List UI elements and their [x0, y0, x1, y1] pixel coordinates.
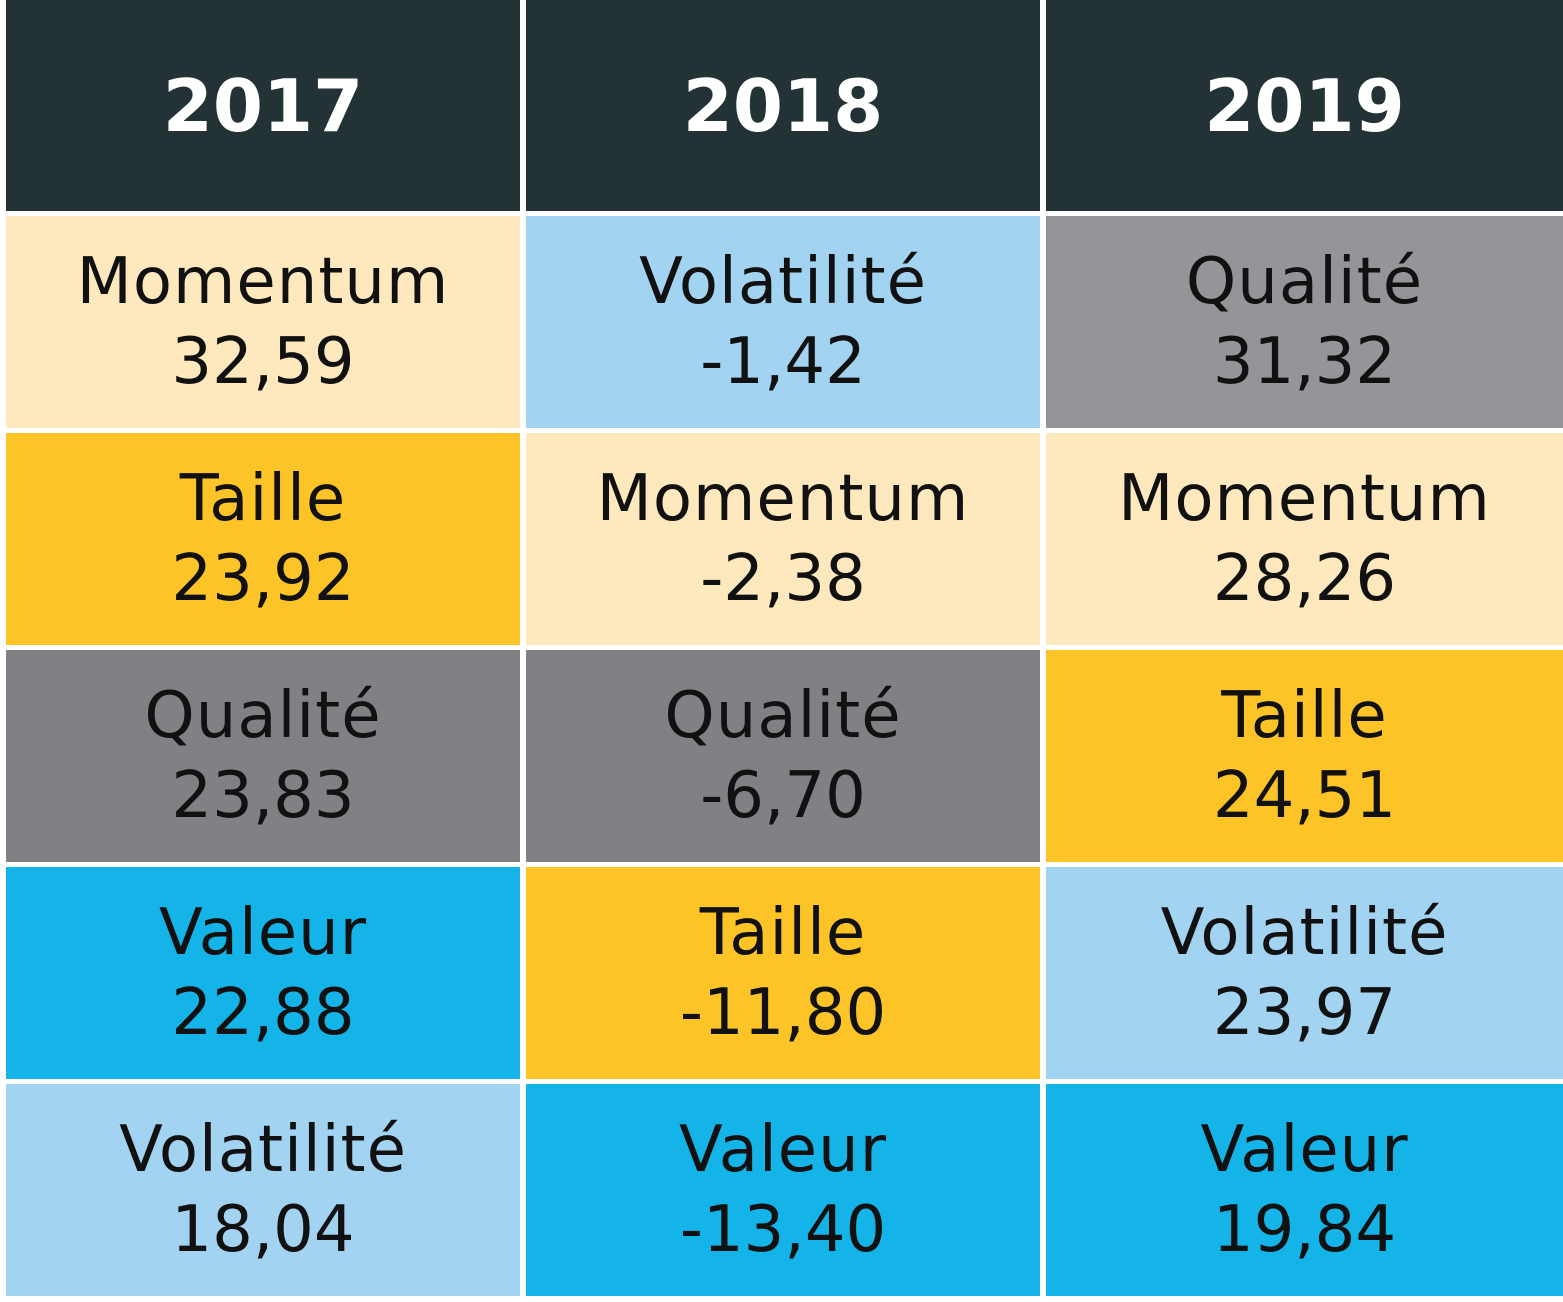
- factor-label: Qualité: [144, 679, 382, 753]
- cell-2017-rank-2: Taille 23,92: [6, 433, 520, 645]
- factor-value: 31,32: [1212, 325, 1397, 399]
- factor-value: 23,83: [171, 759, 355, 833]
- factor-value: 19,84: [1212, 1193, 1397, 1267]
- factor-label: Qualité: [664, 679, 902, 753]
- cell-2017-rank-4: Valeur 22,88: [6, 867, 520, 1079]
- cell-2017-rank-1: Momentum 32,59: [6, 216, 520, 428]
- factor-label: Volatilité: [639, 245, 927, 319]
- factor-value: 24,51: [1212, 759, 1397, 833]
- cell-2019-rank-5: Valeur 19,84: [1046, 1084, 1563, 1296]
- factor-value: -11,80: [679, 976, 887, 1050]
- factor-value: -1,42: [700, 325, 866, 399]
- factor-label: Qualité: [1185, 245, 1424, 319]
- cell-2018-rank-3: Qualité -6,70: [526, 650, 1040, 862]
- cell-2018-rank-5: Valeur -13,40: [526, 1084, 1040, 1296]
- factor-label: Momentum: [76, 245, 450, 319]
- factor-value: 22,88: [171, 976, 355, 1050]
- factor-value: 28,26: [1212, 542, 1397, 616]
- factor-value: -13,40: [679, 1193, 887, 1267]
- cell-2019-rank-4: Volatilité 23,97: [1046, 867, 1563, 1079]
- header-2019: 2019: [1046, 0, 1563, 211]
- cell-2018-rank-4: Taille -11,80: [526, 867, 1040, 1079]
- factor-label: Volatilité: [119, 1113, 407, 1187]
- factor-value: 23,92: [171, 542, 355, 616]
- factor-value: -2,38: [700, 542, 866, 616]
- cell-2019-rank-2: Momentum 28,26: [1046, 433, 1563, 645]
- cell-2017-rank-5: Volatilité 18,04: [6, 1084, 520, 1296]
- cell-2018-rank-2: Momentum -2,38: [526, 433, 1040, 645]
- factor-label: Valeur: [1200, 1113, 1409, 1187]
- cell-2018-rank-1: Volatilité -1,42: [526, 216, 1040, 428]
- factor-label: Taille: [699, 896, 867, 970]
- factor-label: Valeur: [158, 896, 368, 970]
- cell-2017-rank-3: Qualité 23,83: [6, 650, 520, 862]
- factor-label: Momentum: [596, 462, 970, 536]
- factor-value: 32,59: [171, 325, 355, 399]
- factor-label: Valeur: [678, 1113, 888, 1187]
- factor-label: Taille: [179, 462, 347, 536]
- cell-2019-rank-3: Taille 24,51: [1046, 650, 1563, 862]
- factor-value: 18,04: [171, 1193, 355, 1267]
- header-2017: 2017: [6, 0, 520, 211]
- factor-label: Volatilité: [1160, 896, 1449, 970]
- cell-2019-rank-1: Qualité 31,32: [1046, 216, 1563, 428]
- header-2018: 2018: [526, 0, 1040, 211]
- factor-value: 23,97: [1212, 976, 1397, 1050]
- factor-value: -6,70: [700, 759, 866, 833]
- factor-label: Momentum: [1118, 462, 1491, 536]
- factor-label: Taille: [1221, 679, 1388, 753]
